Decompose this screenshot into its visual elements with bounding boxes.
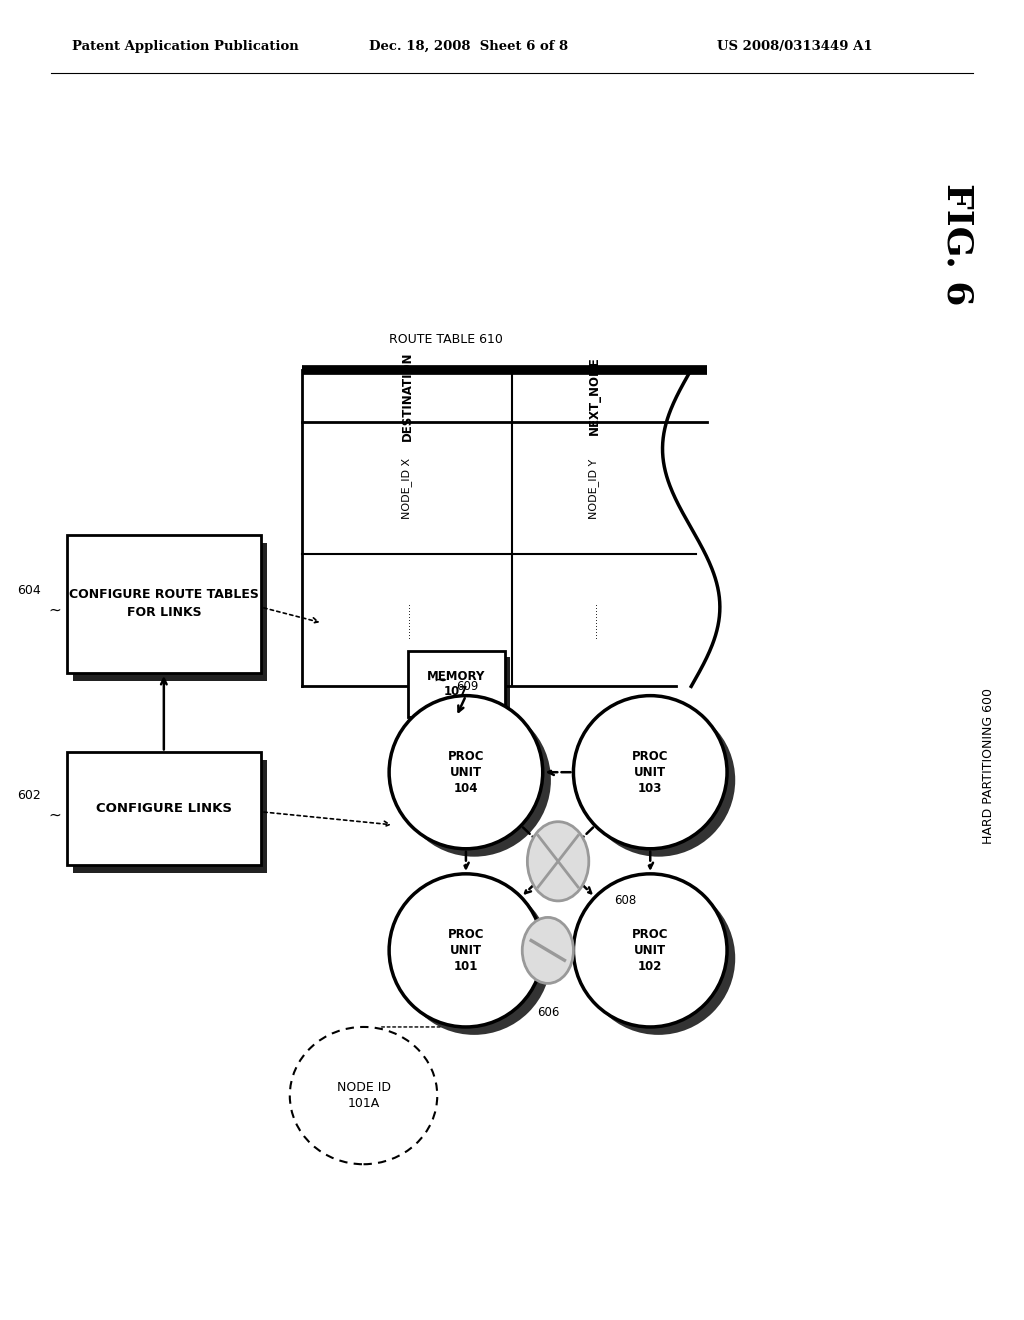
Text: MEMORY
107: MEMORY 107 <box>427 669 485 698</box>
Text: 604: 604 <box>17 585 41 597</box>
Text: NODE ID
101A: NODE ID 101A <box>337 1081 390 1110</box>
FancyBboxPatch shape <box>67 535 261 673</box>
Text: DESTINATION: DESTINATION <box>400 351 414 441</box>
Ellipse shape <box>397 882 551 1035</box>
Text: 602: 602 <box>17 789 41 801</box>
Text: PROC
UNIT
102: PROC UNIT 102 <box>632 928 669 973</box>
Text: NODE_ID X: NODE_ID X <box>401 458 413 519</box>
Text: PROC
UNIT
103: PROC UNIT 103 <box>632 750 669 795</box>
Ellipse shape <box>573 874 727 1027</box>
FancyBboxPatch shape <box>73 760 267 873</box>
Text: ............: ............ <box>402 602 412 639</box>
Text: US 2008/0313449 A1: US 2008/0313449 A1 <box>717 40 872 53</box>
FancyBboxPatch shape <box>408 651 505 717</box>
Text: CONFIGURE LINKS: CONFIGURE LINKS <box>96 803 231 814</box>
Circle shape <box>522 917 573 983</box>
Text: ~: ~ <box>48 603 60 618</box>
FancyBboxPatch shape <box>413 657 510 723</box>
Text: ROUTE TABLE 610: ROUTE TABLE 610 <box>389 333 503 346</box>
Text: NODE_ID Y: NODE_ID Y <box>589 458 599 519</box>
Ellipse shape <box>397 704 551 857</box>
Text: CONFIGURE ROUTE TABLES
FOR LINKS: CONFIGURE ROUTE TABLES FOR LINKS <box>69 589 259 619</box>
Circle shape <box>527 821 589 902</box>
Ellipse shape <box>389 874 543 1027</box>
Text: PROC
UNIT
104: PROC UNIT 104 <box>447 750 484 795</box>
Text: PROC
UNIT
101: PROC UNIT 101 <box>447 928 484 973</box>
Text: 606: 606 <box>537 1006 559 1019</box>
FancyBboxPatch shape <box>67 752 261 865</box>
Text: FIG. 6: FIG. 6 <box>940 183 975 305</box>
Ellipse shape <box>573 696 727 849</box>
Ellipse shape <box>582 882 735 1035</box>
Text: 608: 608 <box>614 895 637 907</box>
Ellipse shape <box>290 1027 437 1164</box>
Text: ~: ~ <box>433 671 447 689</box>
Text: ............: ............ <box>589 602 599 639</box>
Text: Dec. 18, 2008  Sheet 6 of 8: Dec. 18, 2008 Sheet 6 of 8 <box>369 40 567 53</box>
FancyBboxPatch shape <box>73 543 267 681</box>
Text: Patent Application Publication: Patent Application Publication <box>72 40 298 53</box>
Ellipse shape <box>389 696 543 849</box>
Text: NEXT_NODE: NEXT_NODE <box>588 356 600 436</box>
Text: 609: 609 <box>456 680 478 693</box>
Ellipse shape <box>582 704 735 857</box>
Text: ~: ~ <box>48 808 60 822</box>
Text: HARD PARTITIONING 600: HARD PARTITIONING 600 <box>982 688 994 843</box>
